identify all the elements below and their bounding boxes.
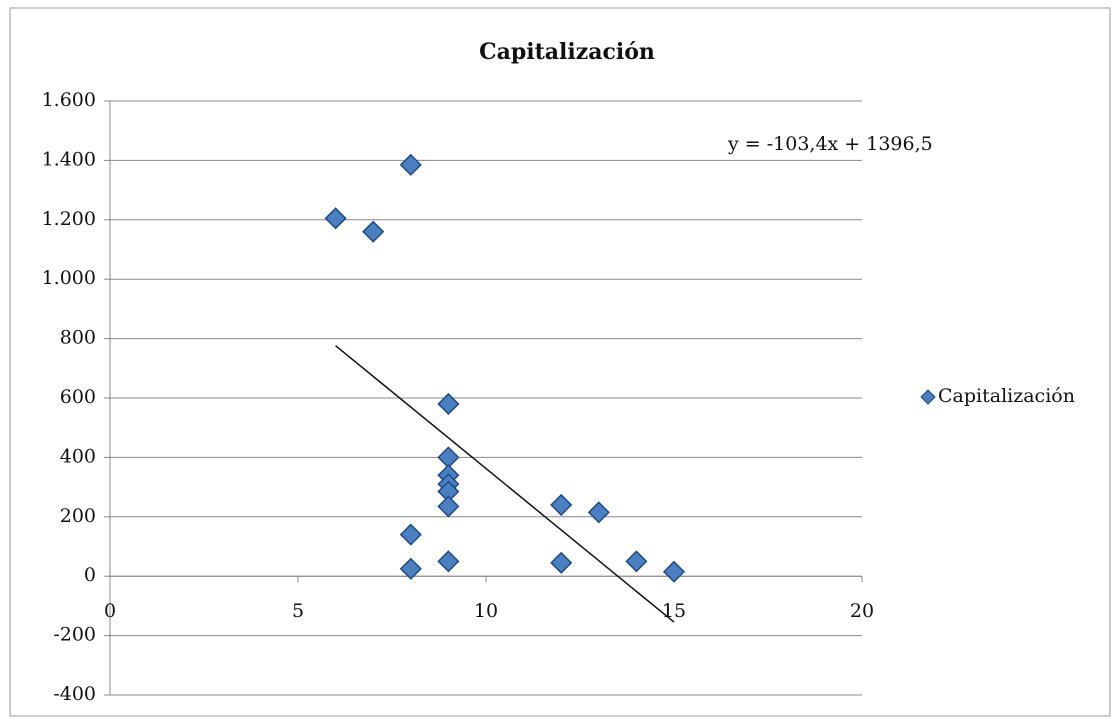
y-tick-label: 1.400 xyxy=(42,148,96,170)
data-point xyxy=(550,493,573,516)
data-point xyxy=(437,495,460,518)
x-tick-label: 10 xyxy=(474,600,498,622)
data-point xyxy=(399,557,422,580)
data-point xyxy=(362,220,385,243)
legend-marker xyxy=(920,389,936,405)
y-tick-label: 600 xyxy=(60,386,96,408)
x-tick-label: 15 xyxy=(662,600,686,622)
y-tick-label: 800 xyxy=(60,327,96,349)
y-tick-label: 1.000 xyxy=(42,267,96,289)
data-point xyxy=(399,153,422,176)
y-tick-label: 0 xyxy=(84,564,96,586)
data-point xyxy=(625,550,648,573)
legend-label: Capitalización xyxy=(938,385,1075,407)
data-point xyxy=(437,550,460,573)
y-tick-label: -400 xyxy=(53,683,96,705)
trendline xyxy=(335,345,675,623)
x-tick-label: 20 xyxy=(850,600,874,622)
data-point xyxy=(437,392,460,416)
y-tick-label: 1.600 xyxy=(42,89,96,111)
data-point xyxy=(662,560,686,583)
y-tick-label: 200 xyxy=(60,505,96,527)
y-tick-label: 400 xyxy=(60,445,96,467)
chart-title: Capitalización xyxy=(479,39,655,65)
trendline-label: y = -103,4x + 1396,5 xyxy=(727,133,933,155)
data-point xyxy=(399,523,422,546)
data-point xyxy=(587,501,610,524)
data-point xyxy=(550,551,573,574)
y-tick-label: 1.200 xyxy=(42,208,96,230)
x-tick-label: 0 xyxy=(104,600,116,622)
x-tick-label: 5 xyxy=(292,600,304,622)
data-point xyxy=(324,207,347,230)
chart-border xyxy=(9,7,1111,717)
y-tick-label: -200 xyxy=(53,624,96,646)
